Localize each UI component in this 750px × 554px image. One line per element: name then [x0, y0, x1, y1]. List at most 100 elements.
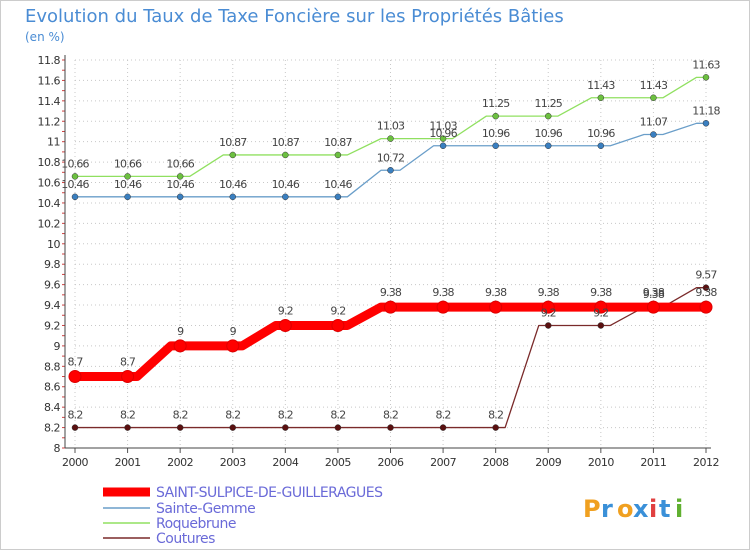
data-label: 8.2: [173, 409, 188, 422]
data-label: 9.2: [330, 304, 345, 317]
logo-letter: r: [601, 495, 613, 523]
data-point: [439, 424, 447, 431]
data-point: [71, 424, 79, 431]
data-point: [176, 193, 184, 201]
x-tick-label: 2012: [693, 456, 719, 469]
data-label: 10.46: [114, 178, 142, 191]
data-label: 10.46: [272, 178, 300, 191]
data-label: 10.96: [429, 127, 457, 140]
logo-letter: x: [633, 495, 649, 523]
data-label: 8.7: [120, 356, 136, 369]
series-layer: [68, 74, 713, 431]
x-tick-label: 2002: [167, 456, 193, 469]
chart-subtitle: (en %): [25, 30, 65, 44]
data-point: [176, 173, 184, 180]
legend-label: Sainte-Gemme: [156, 501, 255, 517]
data-point: [229, 151, 236, 159]
y-tick-label: 10.4: [38, 197, 61, 210]
data-point: [282, 193, 289, 201]
x-tick-label: 2003: [220, 456, 246, 469]
data-label: 10.87: [219, 136, 247, 149]
data-label: 8.2: [225, 409, 240, 422]
data-point: [545, 142, 552, 150]
data-point: [439, 135, 447, 142]
y-tick-label: 8: [54, 442, 61, 455]
x-tick-label: 2004: [272, 456, 298, 469]
y-tick-label: 9: [54, 340, 61, 353]
data-point: [597, 142, 605, 150]
data-label: 10.46: [219, 178, 247, 191]
axes: 8 8.2 8.4 8.6 8.8 9 9.2 9.4 9.6 9.8 10 10.2 10.4 10.6…: [38, 54, 720, 469]
y-tick-label: 10.8: [38, 156, 61, 169]
y-tick-label: 8.8: [44, 360, 60, 373]
data-point: [71, 193, 79, 201]
data-point: [226, 339, 240, 353]
data-point: [282, 424, 289, 431]
y-tick-label: 8.2: [44, 422, 60, 435]
data-label: 8.2: [120, 409, 135, 422]
data-point: [699, 300, 713, 314]
logo-letter: t: [659, 495, 670, 523]
data-label: 8.2: [488, 409, 503, 422]
y-tick-label: 8.4: [44, 401, 60, 414]
data-point: [121, 370, 135, 384]
y-tick-label: 10.2: [38, 217, 61, 230]
data-point: [436, 300, 450, 314]
data-point: [229, 424, 236, 431]
x-tick-label: 2011: [640, 456, 666, 469]
y-tick-label: 10.6: [38, 177, 61, 190]
y-tick-label: 9.2: [44, 319, 60, 332]
data-label: 9.38: [538, 286, 560, 299]
data-labels: 8.2 8.2 8.2 8.2 8.2 8.2 8.2 8.2 8.2 9.2 9.2 9.38 9.5…: [61, 58, 721, 422]
data-point: [597, 94, 605, 102]
data-label: 9.38: [485, 286, 507, 299]
data-point: [702, 284, 710, 291]
data-point: [650, 94, 657, 102]
data-label: 9.38: [432, 286, 454, 299]
data-label: 10.96: [535, 127, 563, 140]
data-label: 8.2: [67, 409, 82, 422]
y-tick-label: 11.2: [38, 115, 61, 128]
data-point: [541, 300, 555, 314]
logo-letter: P: [583, 495, 601, 523]
y-tick-label: 8.6: [44, 381, 60, 394]
data-point: [489, 300, 503, 314]
data-point: [650, 131, 657, 138]
data-label: 10.46: [166, 178, 194, 191]
data-label: 10.46: [324, 178, 352, 191]
x-tick-label: 2008: [483, 456, 509, 469]
data-label: 10.66: [61, 157, 89, 170]
data-label: 9.57: [695, 269, 717, 282]
data-point: [229, 193, 236, 201]
logo-letter: o: [617, 495, 634, 523]
data-label: 11.07: [640, 116, 668, 129]
data-point: [331, 318, 345, 332]
data-label: 8.7: [67, 356, 83, 369]
data-point: [334, 193, 342, 201]
data-point: [492, 424, 499, 431]
data-point: [702, 120, 710, 127]
data-label: 11.43: [640, 79, 668, 92]
data-point: [124, 193, 131, 201]
data-label: 8.2: [436, 409, 451, 422]
data-point: [71, 173, 79, 180]
y-tick-label: 11.4: [38, 95, 61, 108]
data-point: [68, 370, 82, 384]
data-point: [124, 173, 131, 180]
logo-letter: i: [675, 495, 683, 523]
x-tick-label: 2009: [535, 456, 561, 469]
data-label: 8.2: [330, 409, 345, 422]
data-label: 11.25: [535, 97, 563, 110]
data-label: 9.38: [380, 286, 402, 299]
data-label: 8.2: [278, 409, 293, 422]
logo-letter: i: [649, 495, 657, 523]
data-label: 9.2: [541, 306, 556, 319]
x-tick-label: 2007: [430, 456, 456, 469]
data-point: [492, 142, 499, 150]
data-point: [387, 424, 394, 431]
data-label: 11.63: [692, 58, 720, 71]
data-point: [278, 318, 292, 332]
